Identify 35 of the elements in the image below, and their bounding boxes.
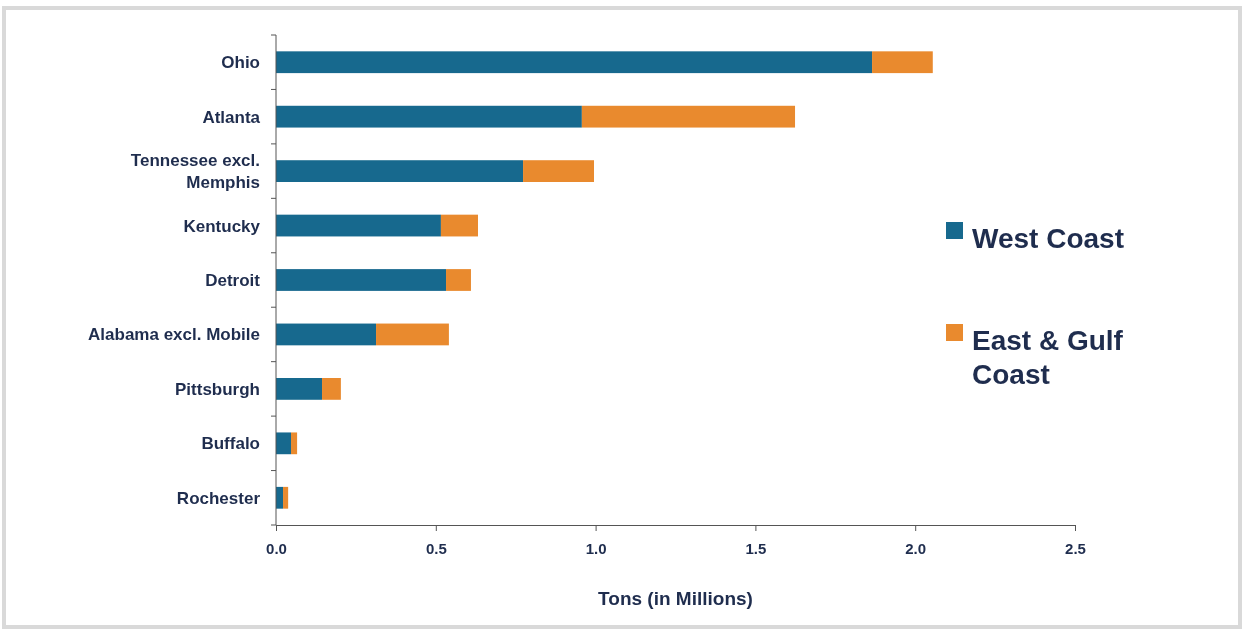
bar <box>276 214 441 237</box>
y-tick-label: Detroit <box>205 270 261 290</box>
x-tick-label: 2.5 <box>1065 539 1086 557</box>
legend-label: East & Gulf Coast <box>972 324 1124 390</box>
bar <box>276 105 582 128</box>
y-tick-label: Pittsburgh <box>175 379 260 399</box>
x-axis-title: Tons (in Millions) <box>598 588 753 609</box>
legend-label: West Coast <box>972 222 1124 254</box>
y-tick-label: Tennessee excl. Memphis <box>130 151 260 193</box>
bar <box>276 269 447 291</box>
bar <box>276 160 524 182</box>
bar <box>376 323 449 346</box>
x-tick-label: 0.5 <box>425 539 447 557</box>
y-tick-label: Alabama excl. Mobile <box>88 325 260 345</box>
bar <box>283 486 289 509</box>
x-tick-label: 1.5 <box>745 539 767 557</box>
bar <box>276 432 292 455</box>
x-tick-label: 0.0 <box>266 539 287 557</box>
x-tick-label: 1.0 <box>585 539 607 557</box>
bar <box>581 105 796 128</box>
bar <box>440 214 478 237</box>
x-tick-label: 2.0 <box>905 539 927 557</box>
bar <box>322 378 341 400</box>
bar <box>446 269 471 291</box>
bar <box>872 51 933 74</box>
bar <box>291 432 298 455</box>
bar <box>523 160 594 182</box>
y-tick-label: Buffalo <box>201 434 260 454</box>
y-tick-label: Kentucky <box>183 216 261 236</box>
y-tick-label: Ohio <box>221 53 260 73</box>
y-tick-label: Atlanta <box>202 107 261 127</box>
bar <box>276 323 377 346</box>
bar <box>276 378 323 400</box>
bar <box>276 51 873 74</box>
y-tick-label: Rochester <box>176 488 261 508</box>
